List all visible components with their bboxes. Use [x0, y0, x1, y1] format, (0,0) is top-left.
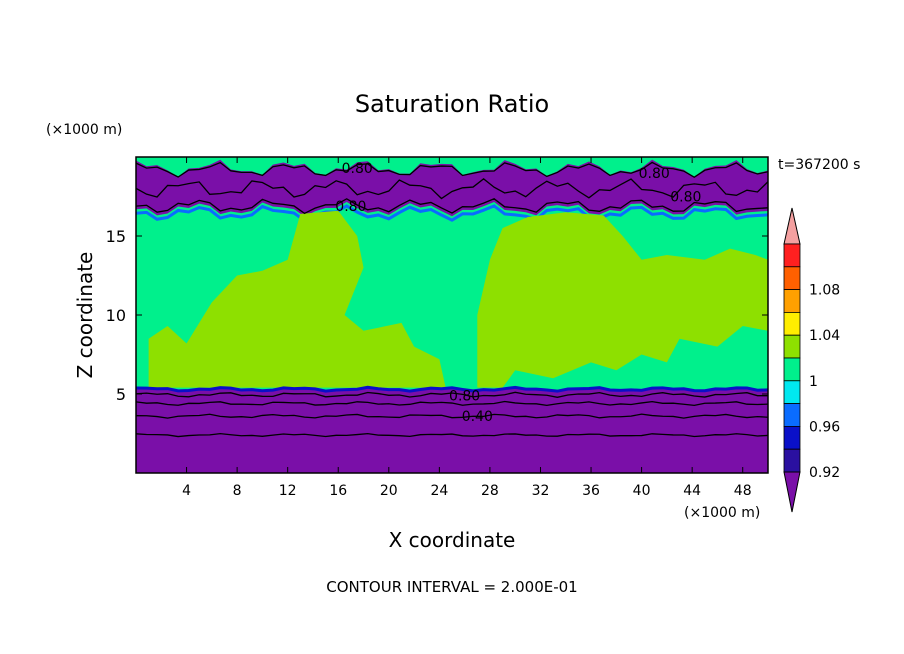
contour-label: 0.80 [670, 190, 701, 206]
region-dry-upper-band [136, 159, 768, 217]
contour-label: 0.80 [449, 389, 480, 405]
y-tick-label: 5 [116, 385, 126, 404]
colorbar-label: 0.96 [809, 419, 840, 435]
x-tick-label: 16 [329, 483, 347, 499]
colorbar-swatch [783, 311, 801, 336]
region-dry-lower-layer [136, 387, 768, 473]
colorbar-swatch [783, 448, 801, 473]
time-label: t=367200 s [778, 157, 860, 173]
colorbar-swatch [783, 243, 801, 268]
region-cloud-right [477, 212, 768, 388]
x-tick-label: 40 [633, 483, 651, 499]
contour-line [136, 400, 768, 407]
colorbar-label: 1.08 [809, 283, 840, 299]
x-tick-label: 48 [734, 483, 752, 499]
contour-label: 0.80 [342, 161, 373, 177]
y-tick-label: 15 [106, 227, 126, 246]
contour-label: 0.80 [639, 166, 670, 182]
x-tick-label: 24 [430, 483, 448, 499]
x-axis: 4 8 12 16 20 24 28 32 36 40 44 48 [182, 157, 752, 499]
x-tick-label: 44 [683, 483, 701, 499]
chart-title: Saturation Ratio [355, 90, 549, 118]
colorbar-swatch [783, 403, 801, 427]
colorbar-label: 1 [809, 374, 818, 390]
colorbar-min-triangle [783, 471, 801, 513]
contour-label: 0.40 [462, 409, 493, 425]
plot-area [136, 157, 768, 473]
colorbar-swatch [783, 334, 801, 359]
colorbar-max-triangle [783, 207, 801, 245]
colorbar-swatch [783, 289, 801, 313]
y-axis: 5 10 15 [106, 227, 768, 404]
x-tick-label: 8 [233, 483, 242, 499]
x-tick-label: 28 [481, 483, 499, 499]
colorbar-swatch [783, 357, 801, 382]
colorbar: 0.92 0.96 1 1.04 1.08 [783, 207, 840, 513]
contour-labels: 0.80 0.800.800.800.800.40 [335, 161, 701, 425]
contour-line [136, 391, 768, 398]
x-tick-label: 4 [182, 483, 191, 499]
region-fringe-upper [136, 204, 768, 223]
y-unit-label: (×1000 m) [46, 122, 122, 138]
colorbar-label: 1.04 [809, 328, 840, 344]
y-tick-label: 10 [106, 306, 126, 325]
colorbar-swatch [783, 425, 801, 450]
colorbar-swatch [783, 266, 801, 290]
x-tick-label: 36 [582, 483, 600, 499]
colorbar-swatch [783, 380, 801, 404]
contour-label: 0.80 [335, 199, 366, 215]
x-tick-label: 20 [380, 483, 398, 499]
contour-line [136, 413, 768, 419]
colorbar-label: 0.92 [809, 465, 840, 481]
contour-line [136, 198, 768, 215]
contour-line [136, 178, 768, 200]
region-cloud-left [148, 210, 446, 388]
contour-line [136, 432, 768, 438]
x-tick-label: 12 [279, 483, 297, 499]
x-unit-label: (×1000 m) [684, 505, 760, 521]
region-fringe-lower [136, 385, 768, 393]
y-axis-label: Z coordinate [73, 252, 97, 379]
contour-line [136, 161, 768, 178]
contour-interval-note: CONTOUR INTERVAL = 2.000E-01 [326, 578, 577, 596]
x-axis-label: X coordinate [389, 528, 516, 552]
x-tick-label: 32 [532, 483, 550, 499]
